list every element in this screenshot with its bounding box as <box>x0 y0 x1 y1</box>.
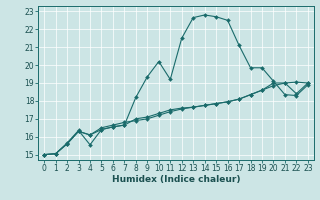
X-axis label: Humidex (Indice chaleur): Humidex (Indice chaleur) <box>112 175 240 184</box>
